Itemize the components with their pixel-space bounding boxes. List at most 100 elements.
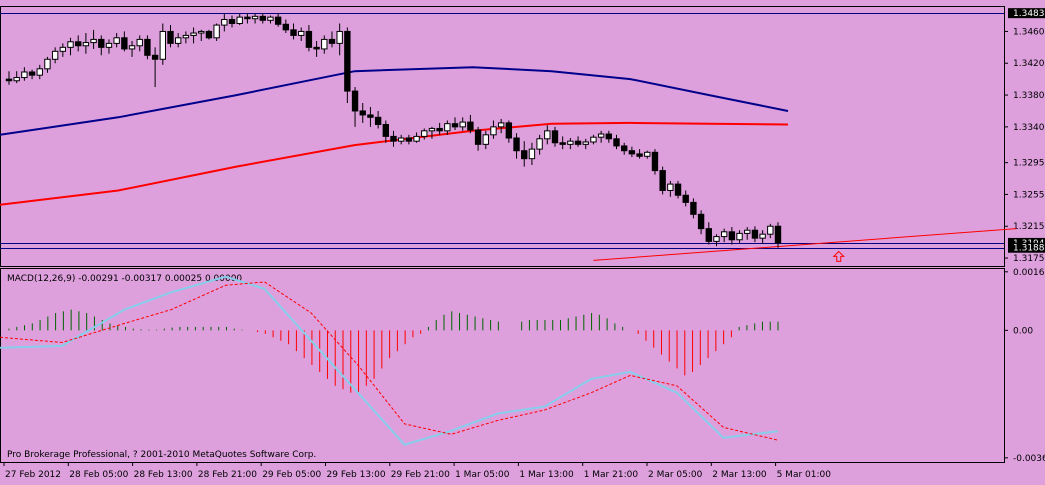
- candle-bear[interactable]: [205, 30, 213, 39]
- candle-bull[interactable]: [597, 133, 605, 138]
- candle-bull[interactable]: [221, 19, 228, 26]
- candle-bull[interactable]: [713, 236, 720, 242]
- candle-bear[interactable]: [551, 130, 559, 144]
- candle-bull[interactable]: [759, 233, 766, 239]
- candle-bear[interactable]: [451, 123, 459, 128]
- macd-main-line[interactable]: [0, 275, 779, 446]
- candle-bull[interactable]: [67, 41, 74, 48]
- candle-bull[interactable]: [21, 71, 28, 79]
- candle-bear[interactable]: [28, 71, 36, 76]
- candle-bear[interactable]: [613, 138, 620, 147]
- candle-bull[interactable]: [744, 229, 751, 234]
- candle-bull[interactable]: [528, 148, 536, 160]
- candle-bull[interactable]: [159, 30, 166, 60]
- candle-bear[interactable]: [167, 30, 174, 44]
- candle-bull[interactable]: [298, 30, 305, 36]
- candle-bear[interactable]: [705, 228, 712, 242]
- candle-bear[interactable]: [274, 16, 282, 25]
- candle-bear[interactable]: [436, 127, 443, 132]
- candle-bear[interactable]: [75, 41, 82, 47]
- candle-bear[interactable]: [728, 231, 736, 241]
- candle-bear[interactable]: [228, 19, 236, 24]
- candle-bear[interactable]: [328, 38, 336, 44]
- up-arrow-icon[interactable]: [832, 250, 845, 262]
- candle-bull[interactable]: [490, 126, 497, 136]
- candle-bear[interactable]: [290, 29, 297, 36]
- candle-bull[interactable]: [128, 45, 136, 50]
- candle-bull[interactable]: [767, 225, 774, 235]
- candle-bear[interactable]: [559, 142, 566, 145]
- candle-bull[interactable]: [413, 135, 420, 142]
- candle-bull[interactable]: [174, 37, 182, 44]
- candle-bull[interactable]: [321, 38, 328, 50]
- candle-bull[interactable]: [198, 30, 205, 34]
- candle-bull[interactable]: [590, 136, 597, 143]
- candle-bear[interactable]: [659, 170, 666, 191]
- candle-bear[interactable]: [382, 123, 390, 137]
- candle-bear[interactable]: [467, 121, 474, 131]
- candle-bear[interactable]: [374, 116, 382, 125]
- candle-bear[interactable]: [690, 201, 697, 215]
- candle-bull[interactable]: [582, 141, 589, 145]
- candle-bear[interactable]: [521, 150, 528, 160]
- moving-average-line[interactable]: [0, 121, 789, 206]
- moving-average-line[interactable]: [0, 66, 789, 136]
- candle-bull[interactable]: [421, 130, 428, 137]
- candle-bull[interactable]: [544, 130, 551, 140]
- candle-bull[interactable]: [644, 151, 651, 157]
- candle-bear[interactable]: [621, 145, 628, 152]
- candle-bear[interactable]: [605, 133, 613, 140]
- candle-bull[interactable]: [667, 183, 674, 191]
- candle-bull[interactable]: [736, 232, 743, 241]
- candle-bull[interactable]: [251, 15, 259, 20]
- candle-bull[interactable]: [105, 42, 113, 48]
- candle-bear[interactable]: [574, 140, 582, 145]
- candle-bear[interactable]: [513, 137, 520, 152]
- macd-signal-line[interactable]: [0, 281, 779, 441]
- candle-bull[interactable]: [336, 30, 343, 44]
- candle-bull[interactable]: [720, 231, 728, 238]
- candle-bear[interactable]: [505, 122, 513, 139]
- candle-bear[interactable]: [697, 213, 705, 230]
- candle-bear[interactable]: [305, 30, 313, 48]
- candle-bull[interactable]: [182, 34, 190, 39]
- candle-bull[interactable]: [51, 50, 59, 60]
- candle-bear[interactable]: [636, 153, 643, 157]
- candle-bear[interactable]: [259, 15, 266, 21]
- candle-bull[interactable]: [267, 16, 274, 21]
- candle-bull[interactable]: [44, 58, 51, 70]
- candle-bear[interactable]: [674, 183, 682, 196]
- candle-bear[interactable]: [367, 114, 374, 118]
- candle-bull[interactable]: [213, 24, 220, 39]
- candle-bear[interactable]: [474, 129, 482, 145]
- candle-bull[interactable]: [82, 42, 90, 47]
- candle-bull[interactable]: [567, 140, 574, 145]
- candle-bear[interactable]: [244, 16, 251, 20]
- candle-bear[interactable]: [282, 23, 290, 31]
- candle-bull[interactable]: [497, 122, 505, 128]
- candle-bull[interactable]: [13, 77, 20, 82]
- candle-bull[interactable]: [90, 38, 97, 44]
- candle-bear[interactable]: [390, 135, 397, 142]
- candle-bull[interactable]: [444, 123, 451, 132]
- candle-bull[interactable]: [36, 68, 43, 76]
- trendline[interactable]: [593, 228, 1017, 261]
- candle-bear[interactable]: [344, 30, 351, 92]
- candle-bull[interactable]: [59, 46, 67, 52]
- candle-bull[interactable]: [459, 121, 466, 128]
- candle-bear[interactable]: [682, 194, 689, 203]
- candle-bear[interactable]: [121, 37, 128, 50]
- candle-bear[interactable]: [144, 38, 151, 56]
- candle-bear[interactable]: [774, 225, 782, 244]
- candle-bear[interactable]: [313, 46, 320, 50]
- candle-bull[interactable]: [113, 37, 120, 44]
- candle-bull[interactable]: [428, 127, 436, 132]
- candle-bear[interactable]: [651, 151, 659, 172]
- candle-bear[interactable]: [405, 137, 413, 142]
- candle-bull[interactable]: [136, 38, 143, 47]
- candle-bear[interactable]: [98, 38, 105, 48]
- candle-bull[interactable]: [536, 138, 543, 150]
- candle-bull[interactable]: [397, 137, 405, 142]
